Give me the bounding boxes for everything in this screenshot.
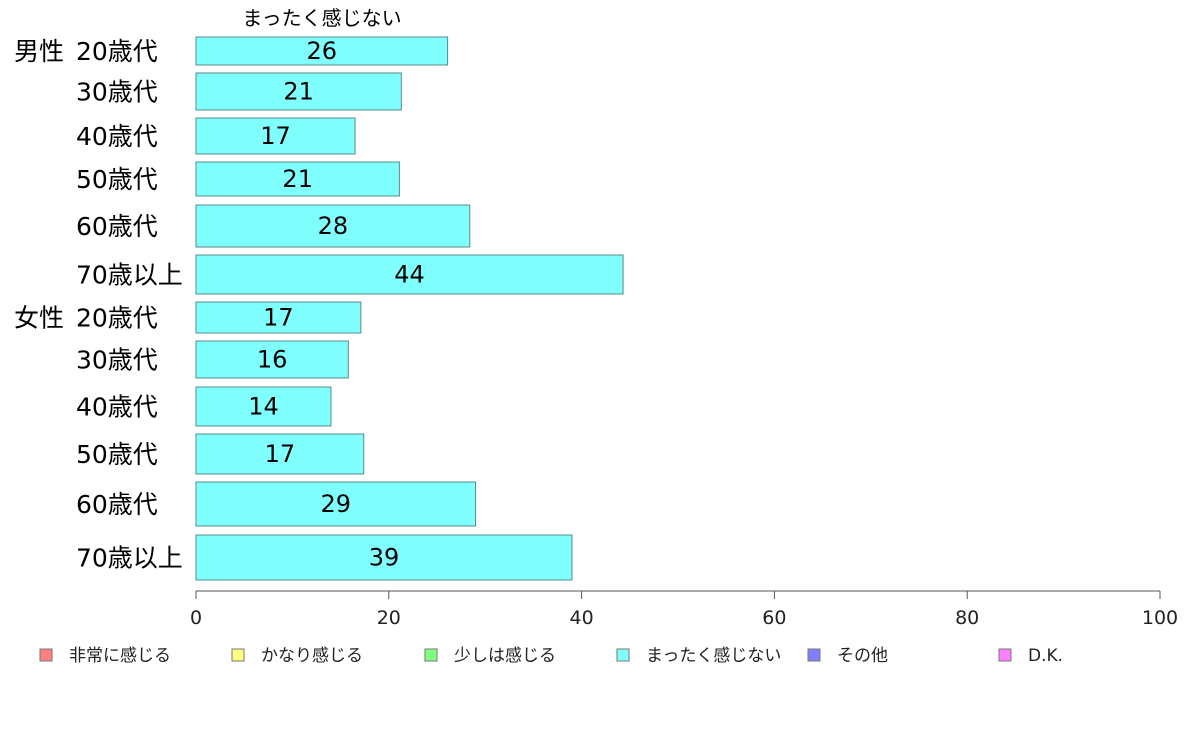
category-label: 60歳代 (76, 490, 158, 519)
legend-label: まったく感じない (646, 646, 781, 666)
category-label: 70歳以上 (76, 544, 183, 573)
bar-value-label: 21 (282, 165, 313, 193)
bar-value-label: 28 (318, 212, 349, 240)
x-tick-label: 60 (762, 607, 786, 629)
category-label: 50歳代 (76, 165, 158, 194)
bar (195, 72, 402, 111)
bar-value-label: 17 (260, 122, 291, 150)
legend-label: D.K. (1028, 646, 1063, 666)
category-label: 40歳代 (76, 122, 158, 151)
bar-value-label: 16 (257, 346, 288, 374)
x-tick-label: 40 (570, 607, 594, 629)
x-tick-label: 100 (1142, 607, 1178, 629)
category-label: 30歳代 (76, 346, 158, 375)
bars-layer: 26 男性 20歳代 21 30歳代 17 40歳代 21 50歳代 28 60歳代 44 70歳以上 1… (14, 36, 624, 581)
x-tick-label: 20 (377, 607, 401, 629)
legend-swatch (424, 648, 438, 662)
bar (195, 301, 362, 334)
bar (195, 161, 400, 197)
legend-label: 少しは感じる (454, 646, 556, 666)
bar (195, 204, 471, 248)
legend-swatch (616, 648, 630, 662)
bar (195, 534, 573, 581)
category-label: 70歳以上 (76, 261, 183, 290)
series-title: まったく感じない (242, 6, 401, 30)
x-axis: 0 20 40 60 80 100 (190, 590, 1178, 629)
category-label: 20歳代 (76, 37, 158, 66)
legend-swatch (998, 648, 1012, 662)
bar (195, 340, 349, 379)
bar (195, 386, 332, 427)
x-tick-label: 80 (955, 607, 979, 629)
bar-value-label: 44 (394, 261, 425, 289)
category-label: 20歳代 (76, 304, 158, 333)
bar-value-label: 29 (321, 490, 352, 518)
legend-swatch (807, 648, 821, 662)
bar (195, 481, 477, 527)
legend-label: かなり感じる (261, 646, 363, 666)
category-label: 40歳代 (76, 393, 158, 422)
category-label: 60歳代 (76, 212, 158, 241)
x-tick-label: 0 (190, 607, 202, 629)
legend-swatch (39, 648, 53, 662)
bar-value-label: 39 (369, 544, 400, 572)
bar-value-label: 17 (263, 304, 294, 332)
legend-label: その他 (837, 646, 888, 666)
bar-value-label: 26 (307, 37, 338, 65)
bar (195, 433, 365, 475)
bar-value-label: 14 (248, 393, 279, 421)
legend-swatch (231, 648, 245, 662)
bar (195, 36, 449, 66)
bar (195, 117, 356, 155)
legend-label: 非常に感じる (69, 646, 171, 666)
bar-value-label: 21 (283, 78, 314, 106)
category-label: 30歳代 (76, 78, 158, 107)
group-label: 男性 (14, 37, 64, 66)
bar (195, 254, 624, 295)
group-label: 女性 (14, 304, 64, 333)
category-label: 50歳代 (76, 440, 158, 469)
bar-value-label: 17 (265, 440, 296, 468)
legend: 非常に感じる かなり感じる 少しは感じる まったく感じない その他 D.K. (39, 646, 1063, 666)
